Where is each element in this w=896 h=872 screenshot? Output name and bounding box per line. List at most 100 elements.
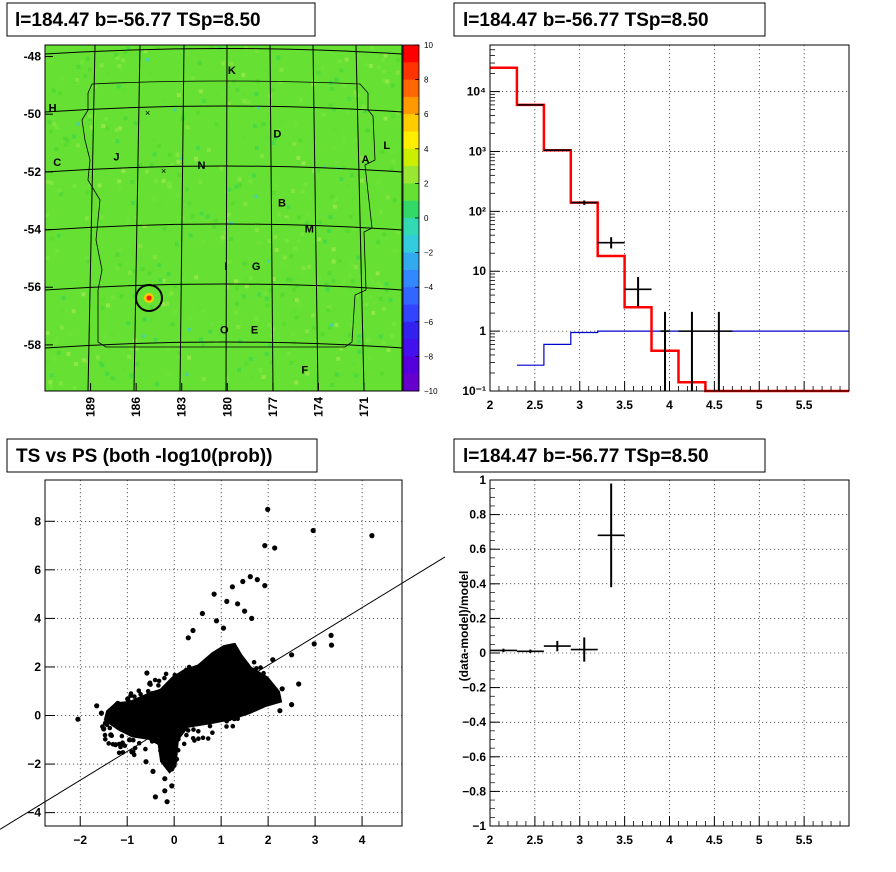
skymap-pixel [291,189,295,193]
spectrum-series [490,66,849,393]
scatter-cluster-point [107,725,113,731]
skymap-pixel [234,184,239,189]
scatter-point [162,788,168,794]
panel-ts-vs-ps: TS vs PS (both -log10(prob)) −2 −1 0 1 2 3 4 −4… [0,438,446,847]
skymap-pixel [380,58,385,63]
residual-title: l=184.47 b=-56.77 TSp=8.50 [463,446,709,467]
scatter-cluster-point [205,736,211,741]
skymap-pixel [225,377,230,381]
skymap-pixel [316,276,321,281]
skymap-pixel [221,326,226,331]
skymap-pixel [294,123,299,128]
scatter-cluster-point [159,688,165,694]
skymap-pixel [53,340,57,345]
skymap-pixel [348,214,353,219]
skymap-pixel [115,252,120,257]
skymap-pixel [334,372,339,377]
skymap-pixel [292,142,297,146]
scatter-x-tick-label: 1 [218,833,225,847]
skymap-pixel [145,169,150,174]
skymap-pixel [80,60,85,65]
scatter-cluster-point [115,724,121,729]
panel-residuals: l=184.47 b=-56.77 TSp=8.50 2 2.5 3 3.5 4 4.5 5… [453,438,850,847]
skymap-pixel [198,180,203,185]
scatter-cluster-point [152,677,158,683]
scatter-cluster-point [224,676,230,681]
colorbar-band [403,200,419,219]
skymap-plot-area [45,45,402,391]
skymap-pixel [286,205,291,209]
skymap-pixel [279,261,284,266]
skymap-pixel [117,179,122,184]
skymap-pixel [376,240,381,245]
skymap-pixel [334,77,339,82]
skymap-pixel [133,121,138,126]
skymap-pixel [254,92,259,97]
skymap-pixel [271,327,276,332]
skymap-pixel [115,265,120,270]
scatter-cluster-point [231,687,237,692]
skymap-pixel [384,288,389,293]
scatter-cluster-point [202,696,207,701]
scatter-dense-cluster [100,642,283,774]
scatter-point [242,608,248,614]
skymap-pixel [127,355,132,359]
skymap-pixel [307,267,312,271]
skymap-x-tick-label: 180 [220,397,234,417]
residual-y-tick-label: 0.8 [469,508,486,522]
spectrum-x-tick-label: 3 [576,398,583,412]
skymap-pixel [323,239,327,244]
scatter-cluster-point [198,665,203,671]
skymap-pixel [57,188,62,193]
skymap-pixel [263,291,268,296]
scatter-cluster-point [238,664,244,670]
scatter-point [311,641,317,647]
skymap-pixel [371,310,376,315]
scatter-cluster-point [246,699,252,704]
skymap-pixel [347,273,352,278]
skymap-pixel [294,380,299,385]
skymap-pixel [267,239,272,244]
source-marker [135,284,163,312]
skymap-pixel [99,215,104,220]
skymap-pixel [193,157,198,161]
skymap-pixel [381,69,386,74]
scatter-y-tick-label: 4 [34,611,41,625]
skymap-pixel [233,310,238,315]
spectrum-grid [490,45,849,391]
skymap-pixel [149,304,154,309]
skymap-pixel [134,346,139,351]
skymap-pixel [350,323,355,328]
skymap-pixel [157,144,161,149]
scatter-cluster-point [252,697,257,703]
skymap-pixel [103,170,108,175]
skymap-pixel [166,272,171,277]
skymap-pixel [221,61,226,66]
skymap-pixel [249,375,254,380]
skymap-pixel [345,228,350,233]
skymap-pixel [170,162,174,167]
scatter-cluster-point [209,683,215,688]
scatter-cluster-point [173,729,179,734]
skymap-pixel [380,149,385,154]
skymap-pixel [87,114,92,119]
skymap-pixel [297,301,302,306]
scatter-cluster-point [164,733,170,739]
skymap-pixel [51,88,56,93]
skymap-pixel [187,201,192,206]
skymap-pixel [231,201,235,206]
skymap-pixel [289,254,294,259]
scatter-point [265,695,271,702]
skymap-pixel [296,155,301,160]
skymap-pixel [151,138,156,143]
skymap-pixel [52,122,57,127]
skymap-pixel [293,308,298,313]
skymap-pixel [123,116,128,121]
skymap-pixel [356,54,361,59]
skymap-cross-mark: × [145,108,150,118]
skymap-pixel [254,195,258,199]
scatter-cluster-point [224,724,229,729]
scatter-cluster-point [207,719,212,725]
skymap-pixel [88,116,93,121]
skymap-pixel [119,294,124,299]
